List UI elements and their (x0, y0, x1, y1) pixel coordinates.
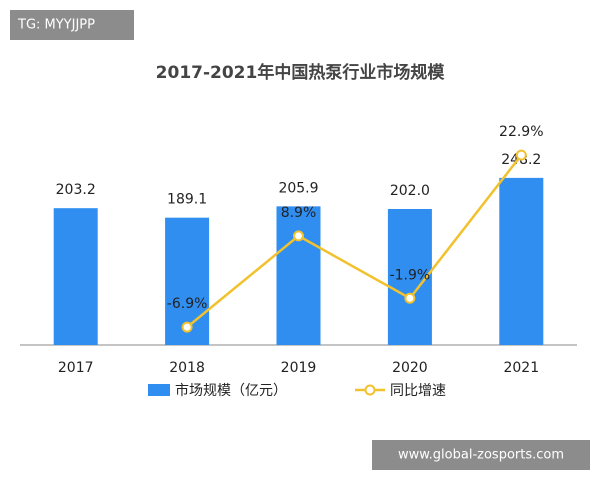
data-label: 8.9% (281, 205, 317, 221)
x-tick-label: 2021 (503, 360, 539, 376)
bar (276, 206, 321, 345)
line-point (293, 230, 304, 242)
data-label: 202.0 (390, 183, 430, 199)
data-label: 203.2 (56, 182, 96, 198)
line-point (515, 149, 527, 161)
x-tick-label: 2020 (392, 360, 428, 376)
x-tick-label: 2019 (281, 360, 317, 376)
line-point (404, 292, 416, 304)
bar (53, 208, 98, 345)
x-tick-label: 2018 (169, 360, 205, 376)
legend-label: 同比增速 (390, 383, 446, 399)
data-label: -1.9% (390, 267, 431, 283)
data-label: 189.1 (167, 192, 207, 208)
data-label: 22.9% (499, 124, 543, 140)
watermark-box (372, 440, 590, 470)
bar (387, 208, 432, 345)
legend-swatch (148, 384, 170, 396)
bar (499, 177, 544, 345)
line-point (181, 321, 193, 333)
data-label: 205.9 (278, 180, 318, 196)
legend-swatch (364, 384, 376, 396)
x-tick-label: 2017 (58, 360, 94, 376)
data-label: -6.9% (167, 296, 208, 312)
watermark: TG: MYYJJPP (17, 18, 95, 33)
watermark-box (10, 10, 134, 40)
watermark: www.global-zosports.com (398, 448, 564, 463)
legend-label: 市场规模（亿元） (175, 382, 287, 399)
chart-title: 2017-2021年中国热泵行业市场规模 (156, 62, 446, 83)
line (186, 154, 523, 329)
